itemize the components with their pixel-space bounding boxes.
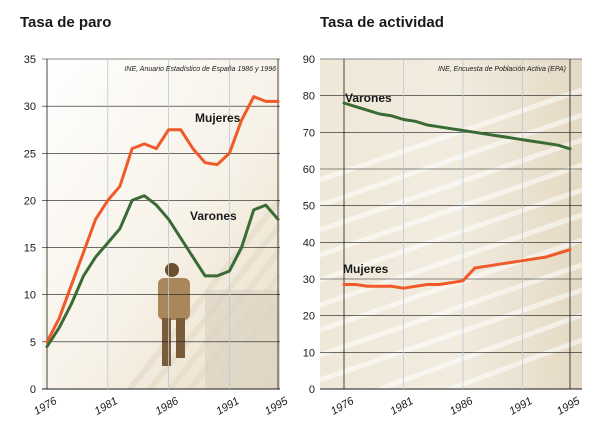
y-tick-label: 0 [30, 384, 36, 396]
series-label-varones: Varones [190, 209, 237, 223]
series-line-varones [45, 194, 280, 349]
y-tick-label: 30 [24, 101, 36, 113]
y-tick-label: 70 [303, 127, 315, 139]
x-tick-label: 1986 [448, 395, 476, 418]
y-tick-label: 50 [303, 201, 315, 213]
y-tick-label: 20 [24, 195, 36, 207]
background-photo-right [320, 59, 582, 389]
series-line-mujeres [45, 95, 280, 344]
x-tick-label: 1976 [32, 395, 60, 418]
y-tick-label: 60 [303, 164, 315, 176]
y-tick-label: 40 [303, 237, 315, 249]
series-label-varones: Varones [345, 91, 392, 105]
y-tick-label: 10 [24, 290, 36, 302]
y-tick-label: 5 [30, 337, 36, 349]
y-tick-label: 90 [303, 54, 315, 66]
y-tick-label: 0 [309, 384, 315, 396]
source-note: INE, Anuario Estadístico de España 1986 … [124, 66, 276, 73]
y-tick-label: 10 [303, 347, 315, 359]
x-tick-label: 1991 [214, 395, 241, 418]
y-tick-label: 35 [24, 54, 36, 66]
y-tick-label: 25 [24, 148, 36, 160]
series-label-mujeres: Mujeres [195, 111, 241, 125]
background-photo-left [42, 59, 280, 389]
x-tick-label: 1995 [555, 395, 583, 418]
y-tick-label: 20 [303, 311, 315, 323]
x-tick-label: 1976 [329, 395, 357, 418]
y-tick-label: 30 [303, 274, 315, 286]
x-tick-label: 1986 [153, 395, 181, 418]
source-note: INE, Encuesta de Población Activa (EPA) [438, 66, 566, 73]
chart-title-paro: Tasa de paro [20, 14, 112, 31]
x-tick-label: 1995 [263, 395, 291, 418]
series-line-varones [342, 101, 572, 151]
chart-title-actividad: Tasa de actividad [320, 14, 444, 31]
x-tick-label: 1981 [388, 395, 415, 418]
y-tick-label: 80 [303, 91, 315, 103]
x-tick-label: 1991 [507, 395, 534, 418]
series-line-mujeres [342, 248, 572, 290]
series-label-mujeres: Mujeres [343, 262, 389, 276]
y-tick-label: 15 [24, 243, 36, 255]
x-tick-label: 1981 [93, 395, 120, 418]
